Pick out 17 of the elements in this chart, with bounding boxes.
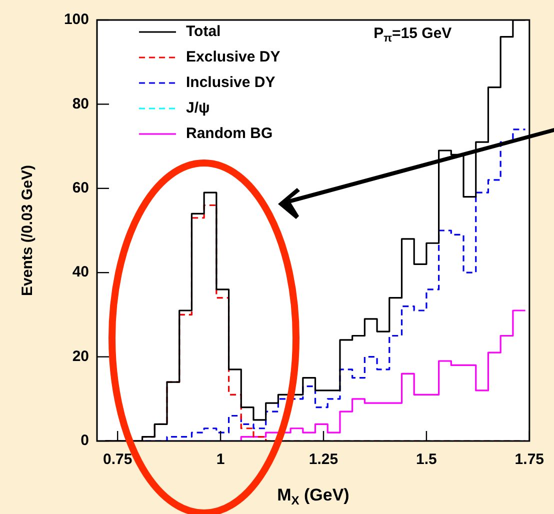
y-tick-label: 0 (80, 432, 89, 450)
legend-label: Exclusive DY (186, 48, 280, 66)
x-tick-label: 1.25 (308, 451, 338, 468)
y-tick-label: 60 (72, 180, 89, 197)
legend-label: J/ψ (186, 100, 210, 117)
y-axis-title: Events (/0.03 GeV) (19, 165, 36, 296)
y-tick-label: 100 (64, 11, 89, 28)
x-tick-label: 1.5 (416, 451, 437, 468)
x-tick-label: 0.75 (102, 451, 132, 468)
legend-label: Inclusive DY (186, 74, 276, 92)
x-tick-label: 1.75 (514, 451, 544, 468)
x-tick-label: 1 (216, 451, 225, 468)
legend-label: Total (186, 23, 221, 40)
y-tick-label: 80 (72, 95, 89, 112)
y-tick-label: 20 (72, 348, 89, 365)
legend-label: Random BG (186, 125, 273, 142)
y-tick-label: 40 (72, 264, 89, 281)
